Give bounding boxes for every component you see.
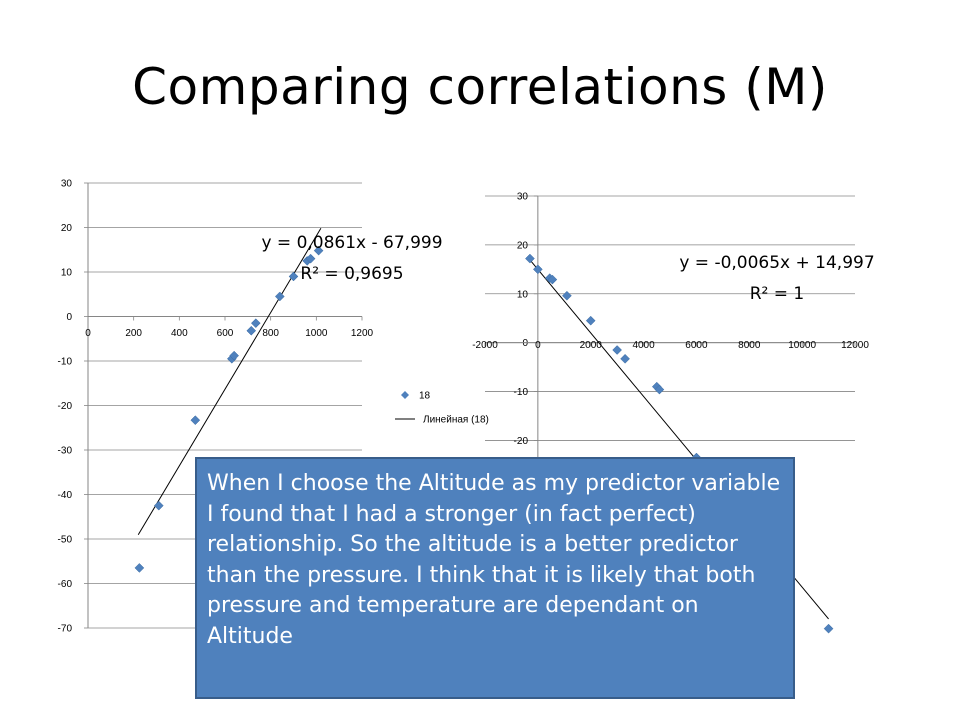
trendline-r-squared: R² = 0,9695	[300, 264, 403, 284]
trendline-equation: y = 0,0861x - 67,999	[261, 233, 442, 253]
data-point	[533, 264, 543, 275]
y-tick-label: 30	[517, 192, 529, 203]
data-point	[585, 315, 596, 326]
legend-series-label: 18	[419, 391, 431, 402]
y-tick-label: -20	[514, 436, 529, 447]
explanation-callout: When I choose the Altitude as my predict…	[195, 457, 795, 699]
data-point	[229, 350, 239, 361]
y-tick-label: 20	[61, 223, 73, 234]
slide-title: Comparing correlations (M)	[132, 58, 828, 116]
data-point	[620, 353, 630, 364]
legend-marker	[401, 391, 409, 399]
data-point	[153, 500, 164, 511]
trendline	[137, 228, 322, 536]
y-tick-label: -30	[58, 446, 73, 457]
x-tick-label: 400	[171, 328, 188, 339]
y-tick-label: -50	[58, 535, 73, 546]
y-tick-label: -60	[58, 579, 73, 590]
data-point	[274, 291, 285, 302]
x-tick-label: 12000	[841, 340, 869, 351]
data-point	[654, 384, 665, 395]
chart-altitude: 30 20 10 0 -10 -20 -2000 0 2000 4000 6000 8000 10000…	[472, 192, 875, 636]
data-point	[313, 245, 324, 256]
x-tick-label: 4000	[632, 340, 655, 351]
data-point	[562, 290, 572, 301]
data-point	[288, 271, 299, 282]
data-point	[134, 563, 145, 573]
x-tick-label: 0	[85, 328, 91, 339]
x-tick-label: 0	[535, 340, 541, 351]
trendline-equation: y = -0,0065x + 14,997	[679, 253, 874, 273]
data-point	[250, 318, 261, 329]
data-point	[525, 253, 535, 264]
y-tick-label: 10	[61, 268, 73, 279]
y-tick-label: -10	[58, 357, 73, 368]
data-point	[823, 623, 834, 634]
x-tick-label: 8000	[738, 340, 761, 351]
y-tick-label: 0	[522, 338, 528, 349]
y-tick-label: 10	[517, 289, 529, 300]
y-tick-label: -20	[58, 401, 73, 412]
y-tick-label: 30	[61, 179, 73, 190]
y-tick-label: -70	[58, 624, 73, 635]
x-tick-label: 200	[125, 328, 142, 339]
data-point	[190, 415, 201, 426]
data-point	[547, 274, 558, 285]
x-tick-label: 6000	[685, 340, 708, 351]
x-tick-label: 2000	[580, 340, 603, 351]
data-point	[612, 345, 622, 355]
data-point	[246, 325, 257, 336]
x-tick-label: 800	[262, 328, 279, 339]
y-tick-label: -40	[58, 490, 73, 501]
trendline-r-squared: R² = 1	[750, 284, 805, 304]
y-tick-label: 0	[66, 312, 72, 323]
data-point	[305, 253, 316, 264]
x-tick-label: 10000	[788, 340, 816, 351]
x-tick-label: 600	[217, 328, 234, 339]
x-tick-label: -2000	[472, 340, 498, 351]
x-tick-label: 1000	[305, 328, 328, 339]
y-tick-label: -10	[514, 387, 529, 398]
legend-trendline-label: Линейная (18)	[423, 415, 489, 426]
x-tick-label: 1200	[351, 328, 374, 339]
y-tick-label: 20	[517, 240, 529, 251]
